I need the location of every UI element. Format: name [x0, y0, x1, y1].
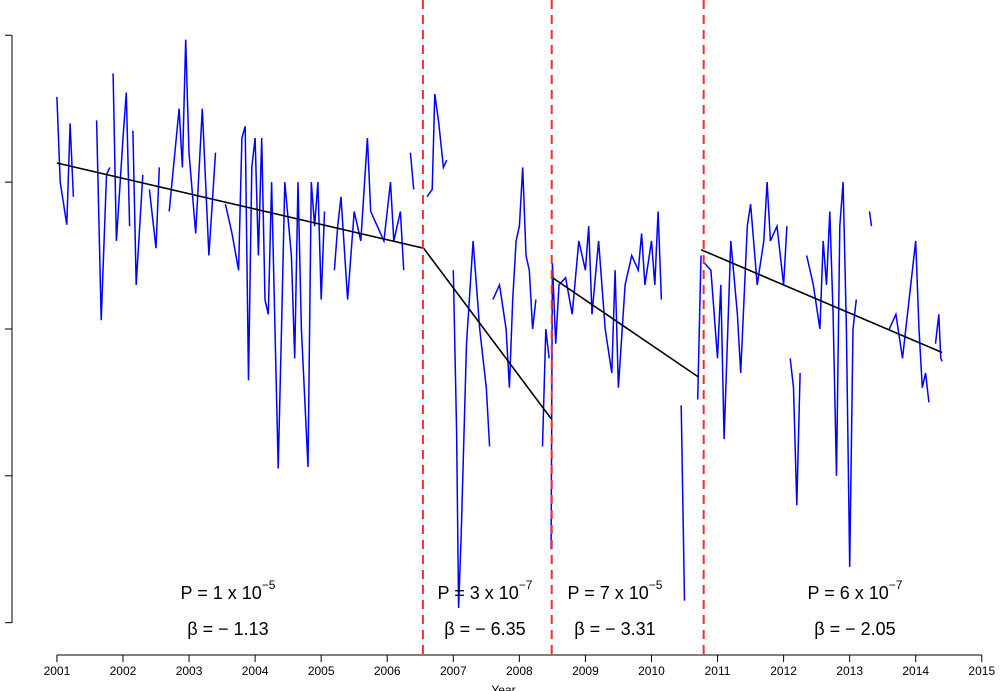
x-tick-label: 2007	[440, 664, 467, 678]
p-value: P = 7 x 10−5	[568, 578, 663, 603]
p-value-base: P = 7 x 10	[568, 583, 649, 603]
p-value-exponent: −5	[262, 578, 276, 592]
x-tick-label: 2010	[638, 664, 665, 678]
x-tick-label: 2004	[242, 664, 269, 678]
x-tick-label: 2015	[968, 664, 995, 678]
p-value: P = 1 x 10−5	[181, 578, 276, 603]
p-value-exponent: −7	[519, 578, 533, 592]
x-tick-label: 2003	[176, 664, 203, 678]
x-tick-label: 2008	[506, 664, 533, 678]
p-value-exponent: −5	[649, 578, 663, 592]
x-tick-label: 2005	[308, 664, 335, 678]
beta-value: β = − 3.31	[574, 619, 655, 639]
p-value: P = 3 x 10−7	[438, 578, 533, 603]
beta-value: β = − 1.13	[187, 619, 268, 639]
beta-value: β = − 6.35	[444, 619, 525, 639]
p-value: P = 6 x 10−7	[808, 578, 903, 603]
data-line	[56, 39, 943, 609]
p-value-exponent: −7	[889, 578, 903, 592]
p-value-base: P = 3 x 10	[438, 583, 519, 603]
x-tick-label: 2011	[705, 664, 731, 678]
x-axis-label: Year	[491, 683, 515, 691]
x-tick-label: 2014	[902, 664, 929, 678]
x-tick-label: 2001	[44, 664, 71, 678]
x-tick-label: 2009	[572, 664, 599, 678]
x-tick-label: 2006	[374, 664, 401, 678]
p-value-base: P = 1 x 10	[181, 583, 262, 603]
x-tick-label: 2002	[110, 664, 137, 678]
beta-value: β = − 2.05	[814, 619, 895, 639]
x-tick-label: 2012	[770, 664, 797, 678]
p-value-base: P = 6 x 10	[808, 583, 889, 603]
x-tick-label: 2013	[836, 664, 863, 678]
trend-line	[56, 162, 943, 420]
